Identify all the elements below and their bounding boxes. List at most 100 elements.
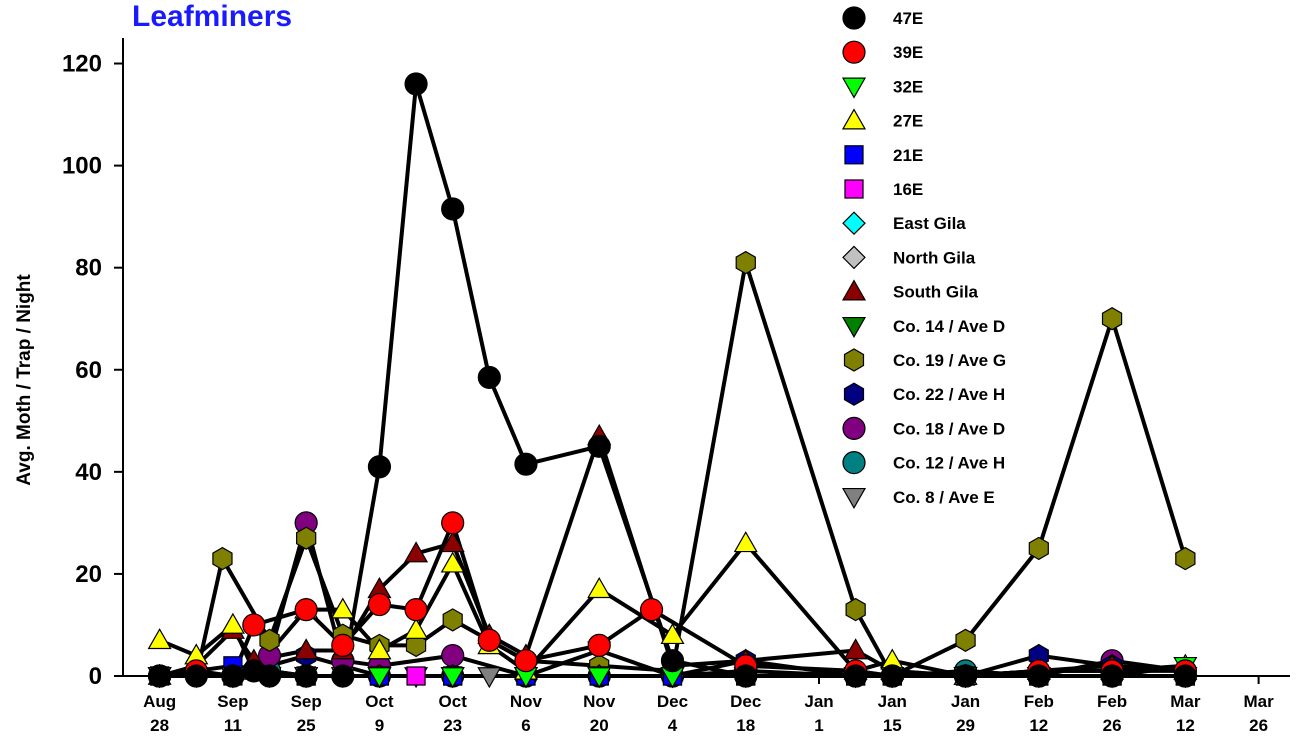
legend-item: Co. 19 / Ave G — [843, 348, 1006, 372]
data-point — [1175, 546, 1196, 571]
legend-label: 39E — [893, 43, 923, 62]
x-tick-label: Oct — [365, 692, 394, 711]
x-tick-label: Sep — [291, 692, 322, 711]
data-point — [405, 633, 427, 658]
y-tick-label: 100 — [62, 153, 102, 180]
data-point — [367, 592, 392, 617]
legend-marker — [844, 145, 864, 165]
data-point — [294, 664, 318, 688]
data-point — [477, 628, 501, 652]
data-point — [440, 667, 465, 689]
data-point — [587, 434, 611, 458]
data-point — [1100, 664, 1124, 688]
legend-item: Co. 14 / Ave D — [841, 316, 1005, 339]
legend-item: Co. 8 / Ave E — [841, 487, 995, 510]
legend-item: 32E — [841, 77, 923, 99]
axes — [122, 38, 1290, 677]
x-tick-label: Sep — [217, 692, 248, 711]
x-tick-label: 26 — [1249, 716, 1268, 735]
data-point — [1173, 664, 1197, 688]
x-tick-label: Feb — [1024, 692, 1054, 711]
x-tick-label: 4 — [668, 716, 678, 735]
legend-item: North Gila — [842, 245, 976, 270]
chart-title: Leafminers — [132, 0, 292, 33]
legend-label: Co. 18 / Ave D — [893, 419, 1005, 438]
legend-item: South Gila — [841, 279, 979, 302]
data-point — [221, 664, 245, 688]
x-tick-label: 25 — [297, 716, 316, 735]
x-tick-label: 26 — [1103, 716, 1122, 735]
legend-item: 16E — [844, 179, 923, 199]
x-tick-label: 23 — [443, 716, 462, 735]
y-ticks: 0 20 40 60 80 100 120 — [62, 51, 123, 690]
x-tick-label: 15 — [883, 716, 902, 735]
data-point — [844, 664, 868, 688]
legend-marker — [842, 245, 866, 270]
x-tick-label: 1 — [814, 716, 823, 735]
series-layer — [147, 72, 1198, 689]
x-tick-label: 18 — [736, 716, 755, 735]
y-tick-label: 120 — [62, 51, 102, 78]
series-markers-47e — [148, 72, 1197, 688]
legend-marker — [843, 348, 865, 372]
x-tick-label: 20 — [590, 716, 609, 735]
legend-marker — [841, 487, 867, 510]
x-tick-label: Jan — [951, 692, 980, 711]
data-point — [880, 664, 904, 688]
x-tick-label: Jan — [878, 692, 907, 711]
data-point — [955, 628, 976, 652]
data-point — [587, 667, 612, 689]
x-tick-label: Feb — [1097, 692, 1127, 711]
legend-marker — [843, 382, 865, 406]
legend-item: 39E — [842, 40, 923, 64]
data-point — [514, 649, 538, 673]
data-point — [331, 664, 355, 688]
legend-label: Co. 22 / Ave H — [893, 385, 1005, 404]
x-tick-label: Oct — [439, 692, 468, 711]
legend-item: 47E — [842, 6, 923, 30]
data-point — [404, 598, 428, 622]
data-point — [331, 633, 355, 657]
x-tick-label: 6 — [521, 716, 530, 735]
data-point — [367, 638, 392, 660]
y-tick-label: 20 — [75, 561, 102, 588]
legend-label: Co. 8 / Ave E — [893, 488, 995, 507]
legend-marker — [844, 179, 864, 199]
legend-marker — [842, 416, 866, 440]
data-point — [587, 577, 612, 599]
data-point — [442, 608, 463, 632]
legend-item: 27E — [841, 108, 923, 131]
legend-label: 16E — [893, 180, 923, 199]
legend-label: South Gila — [893, 283, 979, 302]
x-tick-label: Dec — [730, 692, 761, 711]
legend-label: Co. 19 / Ave G — [893, 351, 1006, 370]
legend-label: 27E — [893, 112, 923, 131]
data-point — [1028, 536, 1049, 561]
legend-marker — [841, 316, 867, 339]
data-point — [477, 667, 502, 689]
legend-label: Co. 14 / Ave D — [893, 317, 1005, 336]
x-tick-label: Aug — [143, 692, 176, 711]
data-point — [404, 72, 428, 96]
data-point — [639, 598, 664, 622]
data-point — [404, 541, 429, 563]
data-point — [330, 597, 355, 619]
series-47e — [159, 81, 1186, 678]
data-point — [148, 664, 172, 688]
x-tick-label: Mar — [1243, 692, 1274, 711]
legend-marker — [842, 451, 866, 475]
legend-marker — [842, 211, 866, 236]
legend-item: East Gila — [842, 211, 966, 236]
data-point — [1101, 307, 1123, 331]
data-point — [477, 365, 501, 390]
x-tick-label: 12 — [1176, 716, 1195, 735]
y-tick-label: 0 — [89, 663, 102, 690]
legend-label: East Gila — [893, 214, 966, 233]
y-tick-label: 40 — [75, 459, 102, 486]
legend-marker — [841, 279, 867, 301]
data-point — [734, 664, 758, 688]
legend-label: North Gila — [893, 248, 976, 267]
data-point — [1027, 664, 1051, 688]
legend-marker — [842, 40, 866, 64]
